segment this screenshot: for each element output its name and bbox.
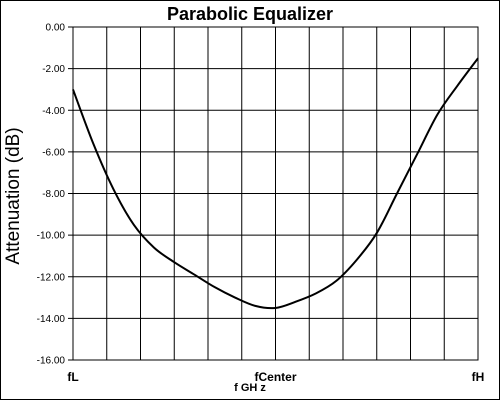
chart-title: Parabolic Equalizer (166, 4, 334, 24)
x-tick-label: fL (67, 370, 78, 384)
y-tick-label: -6.00 (42, 147, 65, 158)
x-tick-label: fCenter (254, 370, 296, 384)
y-tick-label: -8.00 (42, 189, 65, 200)
y-tick-label: -16.00 (37, 356, 66, 367)
y-tick-label: 0.00 (46, 23, 66, 34)
y-tick-label: -12.00 (37, 272, 66, 283)
y-tick-label: -4.00 (42, 106, 65, 117)
x-tick-label: fH (472, 370, 485, 384)
y-tick-label: -10.00 (37, 231, 66, 242)
series-line (72, 57, 479, 310)
plot-border (72, 26, 479, 361)
y-tick-label: -2.00 (42, 64, 65, 75)
x-axis-label: f GH z (234, 382, 266, 394)
y-tick-label: -14.00 (37, 314, 66, 325)
